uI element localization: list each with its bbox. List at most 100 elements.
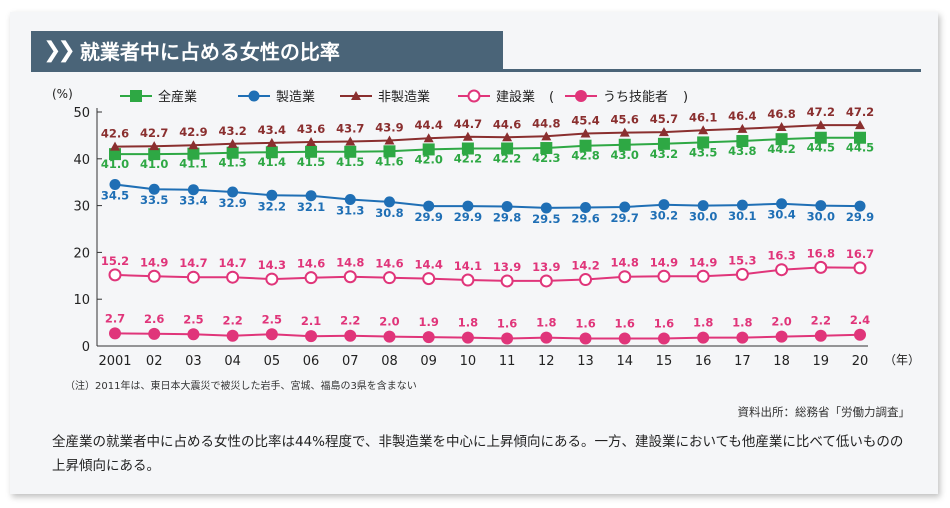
page-title: 就業者中に占める女性の比率 [79,39,340,64]
data-point [423,200,435,212]
x-tick-label: 11 [499,354,516,369]
data-point [109,179,121,191]
data-point [345,136,356,146]
x-tick-label: 15 [656,354,673,369]
data-label: 14.9 [650,255,678,269]
data-point [540,142,553,155]
legend-marker [467,89,481,103]
data-label: 43.2 [218,124,246,138]
data-label: 44.4 [414,118,442,132]
data-label: 30.8 [375,206,403,220]
data-label: 30.2 [650,209,678,223]
data-label: 16.3 [767,249,795,263]
data-point [461,331,474,344]
data-label: 14.7 [218,256,246,270]
data-point [266,137,277,147]
data-label: 32.1 [297,200,325,214]
data-point [735,267,749,281]
x-tick-label: 02 [146,354,163,369]
data-label: 1.9 [418,315,438,329]
data-point [149,141,160,151]
data-label: 34.5 [101,189,129,203]
data-point [696,269,710,283]
x-tick-label: 03 [185,354,202,369]
data-point [619,127,630,137]
data-label: 15.3 [728,253,756,267]
data-label: 1.8 [732,316,752,330]
data-point [853,261,867,275]
data-point [855,120,865,130]
data-label: 41.5 [297,155,325,169]
data-label: 30.0 [689,210,717,224]
data-point [814,329,827,342]
legend-paren: ) [683,90,688,105]
data-label: 1.8 [693,316,713,330]
data-point [500,274,514,288]
data-point [657,269,671,283]
data-label: 42.6 [101,127,129,141]
data-point [422,272,436,286]
data-label: 45.4 [571,114,599,128]
data-label: 30.4 [767,208,795,222]
data-point [539,274,553,288]
double-chevron-icon: ❯❯ [43,37,76,63]
data-label: 41.1 [179,157,207,171]
data-point [109,148,121,161]
data-point [580,128,591,138]
data-point [147,269,161,283]
data-label: 31.3 [336,204,364,218]
data-label: 14.8 [611,256,639,270]
data-point [657,137,670,150]
data-label: 14.9 [140,255,168,269]
description-text: 全産業の就業者中に占める女性の比率は44%程度で、非製造業を中心に上昇傾向にある… [52,434,904,474]
y-tick-label: 10 [73,293,90,308]
x-tick-label: 20 [852,354,869,369]
data-point [305,190,317,202]
data-point [304,271,318,285]
data-point [698,125,709,135]
x-tick-label: 04 [224,354,241,369]
data-point [266,189,278,201]
data-point [658,199,670,211]
data-label: 2.0 [379,315,399,329]
y-tick-label: 20 [73,246,90,261]
data-point [501,332,514,345]
data-point [776,198,788,210]
data-label: 47.2 [846,105,874,119]
data-label: 2.5 [262,312,282,326]
data-label: 1.6 [615,317,635,331]
data-label: 43.0 [611,148,639,162]
data-point [265,328,278,341]
legend-label: 製造業 [276,89,315,105]
data-point [187,328,200,341]
x-tick-label: 07 [342,354,359,369]
legend-label: うち技能者 [603,90,668,105]
data-point [815,200,827,212]
data-point [775,133,788,146]
data-label: 44.6 [493,117,521,131]
y-axis-label: (%) [52,87,73,101]
x-tick-label: 05 [264,354,281,369]
data-label: 29.9 [414,210,442,224]
data-label: 2.2 [811,314,831,328]
data-label: 32.2 [258,199,286,213]
data-label: 2.6 [144,312,164,326]
data-label: 29.7 [611,211,639,225]
data-point [658,127,669,137]
data-label: 44.5 [846,141,874,155]
data-point [187,147,200,160]
x-tick-label: 13 [577,354,594,369]
data-label: 2.5 [183,312,203,326]
data-label: 42.7 [140,126,168,140]
data-point [226,329,239,342]
series-line [114,266,861,282]
y-tick-label: 50 [73,106,90,121]
x-tick-label: 18 [773,354,790,369]
data-label: 43.7 [336,121,364,135]
data-point [227,186,239,198]
series-line [114,332,861,340]
data-label: 41.6 [375,154,403,168]
x-axis-label: （年） [884,353,920,367]
y-tick-label: 30 [73,200,90,215]
data-label: 44.2 [767,142,795,156]
